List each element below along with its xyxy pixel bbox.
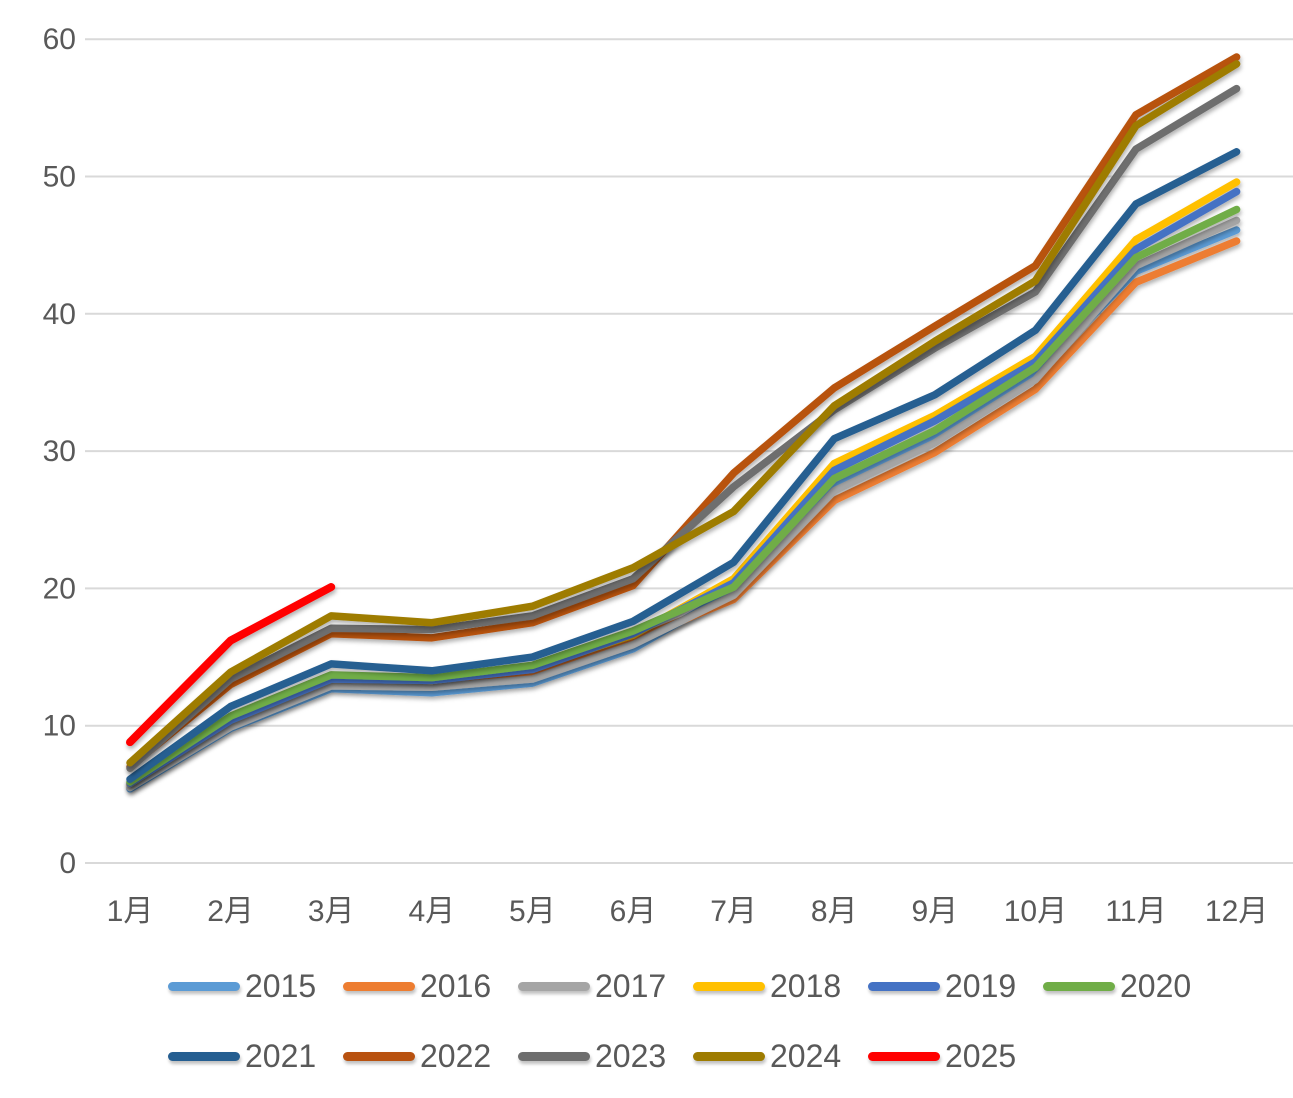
x-tick-label-9: 9月 (911, 895, 958, 928)
legend-item-2023[interactable]: 2023 (518, 1032, 693, 1080)
x-tick-label-3: 3月 (308, 895, 355, 928)
x-tick-label-6: 6月 (610, 895, 657, 928)
legend-item-2018[interactable]: 2018 (693, 962, 868, 1010)
legend-swatch-2016 (343, 981, 415, 991)
x-tick-label-4: 4月 (408, 895, 455, 928)
legend-item-2015[interactable]: 2015 (168, 962, 343, 1010)
legend-label-2025: 2025 (945, 1038, 1017, 1074)
y-tick-label-40: 40 (43, 298, 76, 331)
series-line-2024[interactable] (126, 60, 1241, 767)
legend-item-2022[interactable]: 2022 (343, 1032, 518, 1080)
legend-item-2019[interactable]: 2019 (868, 962, 1043, 1010)
legend-swatch-2017 (518, 981, 590, 991)
legend-item-2021[interactable]: 2021 (168, 1032, 343, 1080)
y-tick-label-30: 30 (43, 435, 76, 468)
legend-item-2025[interactable]: 2025 (868, 1032, 1043, 1080)
y-tick-label-60: 60 (43, 23, 76, 56)
x-axis-labels: 1月 2月 3月 4月 5月 6月 7月 8月 9月 10月 11月 12月 (107, 895, 1269, 928)
legend-item-2020[interactable]: 2020 (1043, 962, 1218, 1010)
y-tick-label-10: 10 (43, 710, 76, 743)
legend-label-2022: 2022 (420, 1038, 492, 1074)
legend-item-2017[interactable]: 2017 (518, 962, 693, 1010)
series-lines (126, 53, 1241, 793)
series-line-2025[interactable] (126, 583, 336, 747)
legend-label-2023: 2023 (595, 1038, 667, 1074)
x-tick-label-8: 8月 (811, 895, 858, 928)
x-tick-label-7: 7月 (710, 895, 757, 928)
legend-swatch-2021 (168, 1051, 240, 1061)
series-line-2017[interactable] (126, 216, 1241, 792)
legend-swatch-2019 (868, 981, 940, 991)
legend-label-2024: 2024 (770, 1038, 842, 1074)
x-tick-label-2: 2月 (207, 895, 254, 928)
legend-label-2018: 2018 (770, 968, 842, 1004)
series-line-2021[interactable] (126, 148, 1241, 783)
legend-swatch-2023 (518, 1051, 590, 1061)
x-tick-label-12: 12月 (1205, 895, 1268, 928)
legend-label-2021: 2021 (245, 1038, 317, 1074)
series-line-2023[interactable] (126, 84, 1241, 773)
legend-item-2024[interactable]: 2024 (693, 1032, 868, 1080)
legend-swatch-2018 (693, 981, 765, 991)
legend-swatch-2015 (168, 981, 240, 991)
x-tick-label-11: 11月 (1105, 895, 1166, 928)
y-axis-labels: 0 10 20 30 40 50 60 (43, 23, 76, 880)
x-tick-label-10: 10月 (1004, 895, 1067, 928)
series-line-2020[interactable] (126, 205, 1241, 786)
y-tick-label-0: 0 (59, 847, 76, 880)
y-tick-label-20: 20 (43, 572, 76, 605)
legend-label-2019: 2019 (945, 968, 1017, 1004)
legend-swatch-2025 (868, 1051, 940, 1061)
y-tick-label-50: 50 (43, 161, 76, 194)
legend: 2015 2016 2017 2018 2019 2020 2021 2022 2023 2024… (168, 962, 1253, 1080)
legend-item-2016[interactable]: 2016 (343, 962, 518, 1010)
legend-swatch-2022 (343, 1051, 415, 1061)
x-tick-label-1: 1月 (107, 895, 154, 928)
legend-swatch-2020 (1043, 981, 1115, 991)
legend-label-2017: 2017 (595, 968, 667, 1004)
legend-label-2016: 2016 (420, 968, 492, 1004)
x-tick-label-5: 5月 (509, 895, 556, 928)
legend-swatch-2024 (693, 1051, 765, 1061)
legend-label-2020: 2020 (1120, 968, 1192, 1004)
legend-label-2015: 2015 (245, 968, 317, 1004)
series-line-2022[interactable] (126, 53, 1241, 771)
